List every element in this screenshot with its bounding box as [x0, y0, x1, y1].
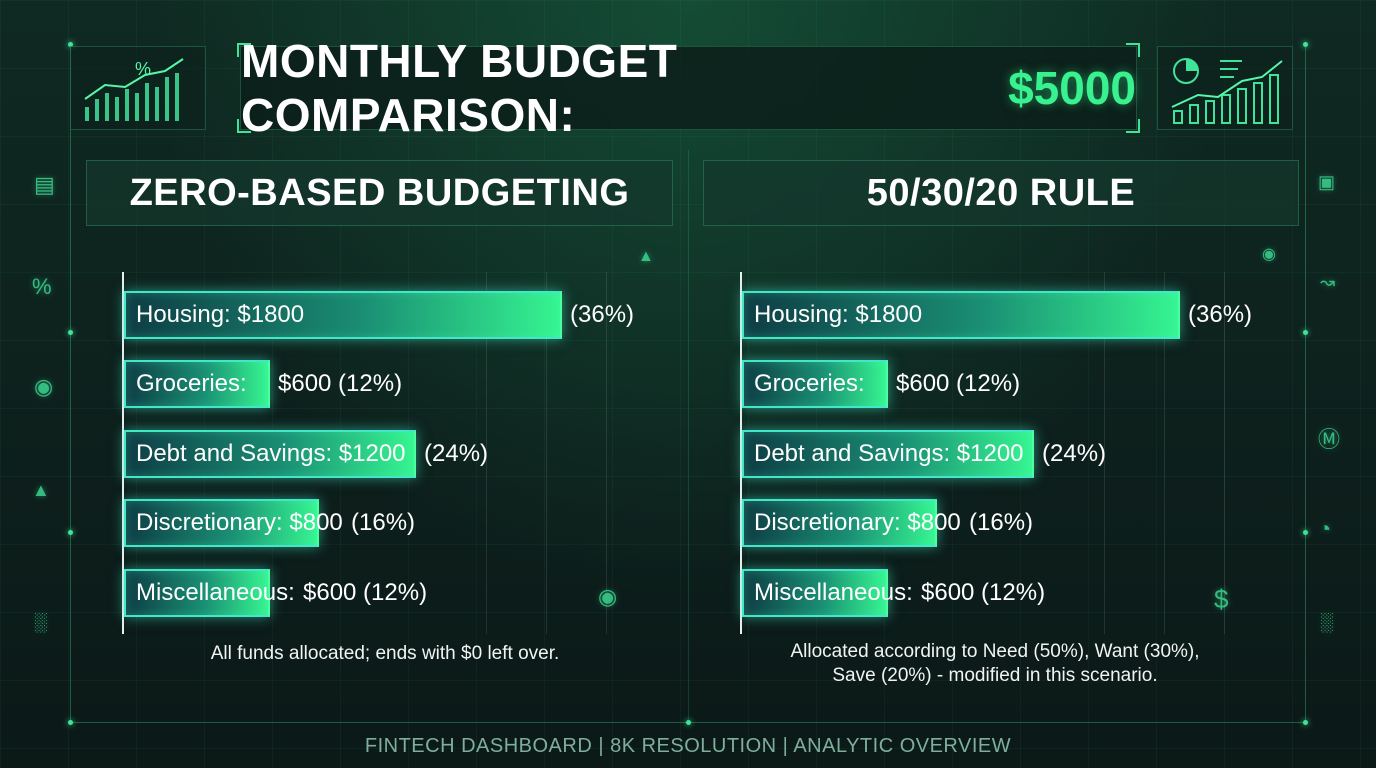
y-axis-line	[122, 272, 124, 634]
bar-label: Discretionary: $800	[754, 509, 961, 536]
bar-discretionary	[124, 499, 319, 547]
bar-debt-and-savings	[742, 430, 1034, 478]
corner-panel-left: %	[70, 46, 206, 130]
bar-label: Discretionary: $800	[136, 509, 343, 536]
frame-dot	[68, 330, 73, 335]
pie-icon: ◔	[1318, 516, 1332, 541]
bar-groceries	[124, 360, 270, 408]
bar-label: Miscellaneous:	[136, 579, 295, 606]
frame-dot	[1303, 42, 1308, 47]
bar-label: Housing: $1800	[136, 301, 305, 328]
bar-discretionary	[742, 499, 937, 547]
chart-up-icon: ▲	[32, 480, 50, 500]
grid-line	[606, 272, 607, 634]
bar-chart-icon: ░	[34, 612, 47, 632]
bar-housing	[124, 291, 562, 339]
caption-line: Save (20%) - modified in this scenario.	[832, 665, 1158, 686]
footer-text: FINTECH DASHBOARD | 8K RESOLUTION | ANAL…	[364, 735, 1012, 757]
caption-line: Allocated according to Need (50%), Want …	[790, 641, 1200, 662]
bar-label: Groceries:	[136, 370, 247, 397]
frame-dot	[68, 720, 73, 725]
chart-up-icon: ▲	[638, 248, 654, 265]
frame-line	[70, 44, 71, 724]
frame-dot	[68, 530, 73, 535]
page-title: MONTHLY BUDGET COMPARISON: $5000	[237, 35, 1140, 141]
grid-line	[1224, 272, 1225, 634]
title-text: MONTHLY BUDGET COMPARISON:	[241, 35, 678, 141]
grid-line	[546, 272, 547, 634]
percent-icon: %	[32, 274, 52, 299]
growth-icon: ░	[1320, 612, 1333, 632]
section-title: ZERO-BASED BUDGETING	[129, 171, 630, 214]
grid-line	[1104, 272, 1105, 634]
frame-dot	[1303, 720, 1308, 725]
value-label: (24%)	[424, 440, 489, 467]
corner-panel-right	[1157, 46, 1293, 130]
bar-housing	[742, 291, 1180, 339]
value-label: $600 (12%)	[921, 579, 1046, 606]
wallet-icon: ▤	[34, 172, 55, 197]
frame-dot	[68, 42, 73, 47]
bar-label: Debt and Savings: $1200	[754, 440, 1024, 467]
cash-icon: ▣	[1318, 172, 1336, 192]
bar-label: Debt and Savings: $1200	[136, 440, 406, 467]
coin-icon: ◉	[34, 374, 54, 399]
frame-dot	[686, 720, 691, 725]
dollar-icon: $	[1214, 584, 1229, 614]
bar-label: Groceries:	[754, 370, 865, 397]
value-label: $600 (12%)	[896, 370, 1021, 397]
value-label: (36%)	[1188, 301, 1253, 328]
value-label: $600 (12%)	[303, 579, 428, 606]
coin-hand-icon: ◉	[598, 584, 618, 609]
chart-caption: All funds allocated; ends with $0 left o…	[210, 643, 560, 664]
section-head-zero-based: ZERO-BASED BUDGETING	[86, 160, 673, 226]
coin-icon: ◉	[1262, 246, 1276, 263]
growth-icon	[1171, 58, 1283, 124]
section-title: 50/30/20 RULE	[866, 171, 1136, 214]
chart-caption: Allocated according to Need (50%), Want …	[730, 640, 1260, 688]
title-amount: $5000	[1008, 62, 1136, 114]
frame-line	[1305, 44, 1306, 724]
value-label: (36%)	[570, 301, 635, 328]
svg-text:%: %	[135, 59, 151, 79]
grid-line	[486, 272, 487, 634]
value-label: (16%)	[351, 509, 416, 536]
bar-miscellaneous	[124, 569, 270, 617]
frame-divider	[688, 150, 689, 720]
grid-line	[1164, 272, 1165, 634]
bar-debt-and-savings	[124, 430, 416, 478]
frame-dot	[1303, 530, 1308, 535]
y-axis-line	[740, 272, 742, 634]
bar-label: Miscellaneous:	[754, 579, 913, 606]
bar-miscellaneous	[742, 569, 888, 617]
value-label: (24%)	[1042, 440, 1107, 467]
line-chart-icon: ↝	[1320, 272, 1336, 292]
bar-label: Housing: $1800	[754, 301, 923, 328]
value-label: (16%)	[969, 509, 1034, 536]
section-head-50-30-20: 50/30/20 RULE	[703, 160, 1299, 226]
bar-groceries	[742, 360, 888, 408]
dollar-icon: Ⓜ	[1318, 427, 1341, 452]
chart-up-icon: %	[84, 58, 184, 121]
value-label: $600 (12%)	[278, 370, 403, 397]
frame-dot	[1303, 330, 1308, 335]
